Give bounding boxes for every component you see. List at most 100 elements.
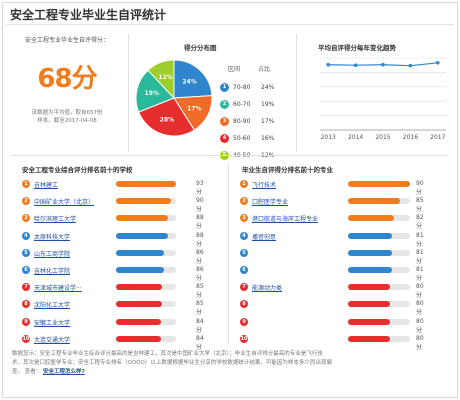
rank-badge: 3	[22, 214, 30, 223]
trend-point	[408, 63, 413, 68]
x-tick-label: 2016	[403, 134, 418, 141]
rank-badge: 3	[240, 214, 248, 223]
rank-badge: 4	[240, 231, 248, 240]
divider-2	[296, 34, 297, 152]
legend-row: 2 60-70 19%	[220, 96, 286, 113]
score-note-line-2: 样本，截至2017-04-08	[37, 118, 97, 124]
rank-bar	[116, 301, 163, 308]
school-link[interactable]: 太原科技大学	[34, 233, 71, 241]
score-note-line-1: 该数据为平均值，取自657份	[31, 110, 103, 116]
page-title: 安全工程专业毕业生自评统计	[10, 8, 167, 22]
school-link[interactable]: 大连交通大学	[34, 336, 71, 344]
footer-line-2: 术，其次是口腔医学专业；安全工程专业排名（OOOO）以上数据根据毕业生分享的学校…	[12, 360, 332, 366]
rank-bar	[116, 215, 168, 222]
rank-bar	[116, 249, 165, 256]
rank-score: 93分	[196, 180, 204, 196]
rank-badge: 6	[240, 266, 248, 274]
rank-score: 80分	[416, 300, 424, 317]
pie-slice	[138, 97, 196, 137]
rank-badge: 9	[240, 317, 248, 326]
school-link[interactable]: 吉林建工	[34, 182, 59, 189]
rank-badge: 7	[240, 283, 248, 292]
ranking-divider	[228, 164, 229, 344]
rank-bar	[348, 335, 390, 342]
legend-number-badge: 2	[220, 100, 229, 109]
major-link[interactable]: 能源动力类	[252, 285, 283, 293]
rank-score: 81分	[416, 248, 424, 265]
legend-row: 3 80-90 17%	[220, 113, 286, 130]
rank-badge: 2	[240, 197, 248, 206]
rank-score: 80分	[416, 317, 424, 334]
rank-bar	[348, 284, 390, 291]
trend-point	[435, 61, 440, 65]
rank-bar	[348, 301, 390, 308]
rank-score: 80分	[416, 283, 424, 300]
major-link[interactable]: 口腔医学专业	[252, 199, 289, 207]
rank-score: 86分	[196, 248, 204, 265]
rank-score: 90分	[196, 197, 204, 214]
rank-score: 80分	[416, 334, 424, 351]
legend-range: 70-80	[233, 84, 251, 91]
legend-range: 60-70	[233, 101, 251, 108]
score-pie-chart: 24% 17% 28% 19% 12%	[135, 59, 213, 137]
rank-badge: 9	[22, 317, 30, 326]
rank-score: 85分	[196, 283, 204, 300]
legend-row: 4 50-60 16%	[220, 130, 286, 147]
trend-point	[381, 62, 385, 67]
x-tick-label: 2015	[375, 134, 390, 141]
pie-slice-label: 17%	[187, 105, 201, 112]
school-link[interactable]: 吉林化工学院	[34, 268, 71, 275]
trend-point	[326, 62, 331, 67]
legend-row: 1 70-80 24%	[220, 79, 286, 96]
rank-bar	[116, 198, 171, 205]
x-tick-label: 2014	[348, 134, 363, 141]
pie-slice	[173, 59, 213, 99]
pie-slice	[147, 59, 175, 100]
major-link[interactable]: 飞行技术	[252, 182, 277, 189]
school-link[interactable]: 安徽工业大学	[34, 319, 71, 327]
legend-share: 16%	[261, 135, 275, 142]
section-divider	[12, 155, 448, 156]
legend-range-header: 区间	[228, 66, 241, 73]
learn-more-link[interactable]: 安全工程怎么样?	[43, 369, 85, 375]
school-link[interactable]: 哈尔滨理工大学	[34, 216, 77, 224]
rank-score: 84分	[196, 317, 204, 334]
trend-line-chart: 2013 2014 2015 2016 2017	[320, 57, 446, 141]
school-link[interactable]: 天津城市建设学···	[34, 285, 82, 293]
school-link[interactable]: 山东工商学院	[34, 250, 71, 258]
rank-score: 85分	[416, 197, 424, 214]
pie-slice-label: 28%	[160, 117, 174, 124]
rank-badge: 4	[22, 231, 30, 240]
rank-bar	[348, 198, 400, 205]
rank-score: 88分	[196, 214, 204, 231]
trend-point	[353, 63, 358, 67]
legend-number-badge: 3	[220, 117, 229, 126]
footer-line-1: 数据显示：安全工程专业毕业生综合评分最高的是吉林建工，其次是中国矿业大学（北京）…	[12, 351, 323, 357]
school-link[interactable]: 中国矿业大学（北京）	[34, 199, 95, 207]
major-link[interactable]: 港口航道与海岸工程专业	[252, 216, 319, 224]
title-divider	[6, 24, 454, 25]
rank-score: 86分	[196, 266, 204, 282]
pie-slice-label: 24%	[182, 78, 196, 85]
legend-share: 17%	[261, 118, 275, 125]
rank-score: 81分	[416, 266, 424, 282]
rank-score: 84分	[196, 334, 204, 351]
rank-badge: 8	[240, 300, 248, 309]
rank-bar	[116, 232, 168, 239]
rank-bar	[348, 232, 392, 239]
rank-badge: 6	[22, 266, 30, 274]
legend-number-badge: 4	[220, 134, 229, 143]
score-description: 安全工程专业毕业生自评得分：	[24, 37, 109, 44]
rank-badge: 1	[240, 180, 248, 188]
major-link[interactable]: 播音创意	[252, 233, 277, 241]
pie-title: 得分分布图	[184, 44, 217, 52]
school-link[interactable]: 沈阳化工大学	[34, 302, 71, 310]
trend-title: 平均自评得分每年变化趋势	[318, 44, 396, 52]
pie-legend: 区间 占比 1 70-80 24% 2 60-70 19% 3 80-90 17% 4 50-60 1…	[220, 64, 286, 164]
rank-bar	[116, 181, 176, 187]
rank-score: 85分	[196, 300, 204, 317]
rank-bar	[116, 284, 163, 291]
rank-bar	[348, 181, 410, 187]
rank-badge: 1	[22, 180, 30, 188]
legend-range: 50-60	[233, 135, 251, 142]
